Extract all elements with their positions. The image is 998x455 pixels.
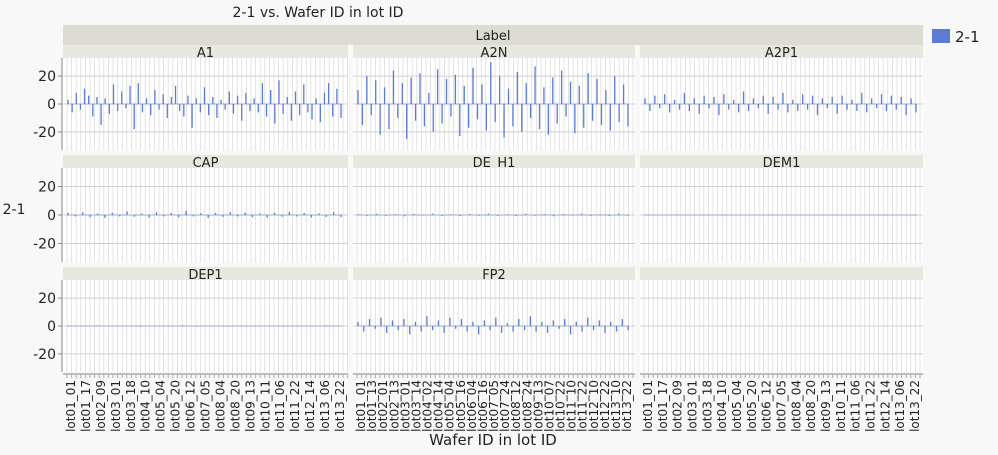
panel-header	[640, 267, 923, 280]
group-header-label: Label	[475, 29, 510, 44]
x-tick-label: lot01_01	[64, 380, 78, 432]
x-tick-label: lot03_14	[409, 380, 423, 432]
y-tick-label: -20	[33, 125, 56, 141]
x-tick-label: lot06_16	[476, 380, 490, 432]
x-tick-label: lot09_13	[243, 380, 257, 432]
x-tick-label: lot06_12	[760, 380, 774, 432]
x-tick-label: lot03_01	[398, 380, 412, 432]
x-tick-label: lot02_09	[671, 380, 685, 432]
panel-label: DE_H1	[473, 156, 516, 171]
legend-swatch	[932, 29, 950, 43]
panel-header	[640, 155, 923, 168]
x-tick-label: lot07_24	[498, 380, 512, 432]
x-tick-label: lot03_01	[686, 380, 700, 432]
panel-label: A1	[197, 46, 214, 61]
y-tick-label: 20	[38, 69, 56, 85]
x-tick-label: lot04_14	[432, 380, 446, 432]
group-header-bar	[63, 25, 923, 45]
legend-label: 2-1	[955, 28, 980, 46]
x-tick-label: lot01_01	[641, 380, 655, 432]
x-tick-label: lot13_22	[908, 380, 922, 432]
x-tick-label: lot07_05	[487, 380, 501, 432]
x-tick-label: lot11_10	[565, 380, 579, 432]
x-tick-label: lot10_11	[834, 380, 848, 432]
x-tick-label: lot11_22	[288, 380, 302, 432]
panel-label: CAP	[193, 156, 219, 171]
x-tick-label: lot03_18	[124, 380, 138, 432]
x-tick-label: lot11_06	[849, 380, 863, 432]
x-tick-label: lot05_04	[443, 380, 457, 432]
x-tick-label: lot02_13	[387, 380, 401, 432]
x-tick-label: lot02_09	[94, 380, 108, 432]
x-tick-label: lot05_04	[154, 380, 168, 432]
panel-header	[640, 45, 923, 58]
panel-header	[353, 155, 635, 168]
legend: 2-1	[932, 28, 980, 46]
panel-header	[63, 45, 348, 58]
x-tick-label: lot01_17	[79, 380, 93, 432]
x-tick-label: lot05_20	[745, 380, 759, 432]
x-tick-label: lot07_05	[199, 380, 213, 432]
y-tick-label: 0	[47, 97, 56, 113]
x-tick-label: lot02_01	[376, 380, 390, 432]
x-axis-label: Wafer ID in lot ID	[429, 431, 557, 449]
chart-title: 2-1 vs. Wafer ID in lot ID	[233, 5, 404, 21]
x-tick-label: lot06_04	[465, 380, 479, 432]
x-tick-label: lot05_16	[454, 380, 468, 432]
panel-label: DEM1	[763, 156, 801, 171]
x-tick-label: lot12_14	[303, 380, 317, 432]
x-tick-label: lot13_06	[893, 380, 907, 432]
x-tick-label: lot10_22	[554, 380, 568, 432]
y-tick-label: -20	[33, 347, 56, 363]
x-tick-label: lot09_13	[819, 380, 833, 432]
x-tick-label: lot13_06	[318, 380, 332, 432]
panel-header	[63, 155, 348, 168]
x-tick-label: lot08_20	[804, 380, 818, 432]
y-tick-label: 0	[47, 319, 56, 335]
x-tick-label: lot07_05	[775, 380, 789, 432]
x-tick-label: lot08_04	[213, 380, 227, 432]
panel-header	[353, 45, 635, 58]
x-tick-label: lot05_20	[169, 380, 183, 432]
x-tick-label: lot13_10	[609, 380, 623, 432]
y-tick-label: 20	[38, 180, 56, 196]
x-tick-label: lot08_04	[789, 380, 803, 432]
x-tick-label: lot12_10	[587, 380, 601, 432]
panel-header	[63, 267, 348, 280]
y-tick-label: 20	[38, 291, 56, 307]
x-tick-label: lot01_13	[365, 380, 379, 432]
panel-header	[353, 267, 635, 280]
x-tick-label: lot13_22	[333, 380, 347, 432]
x-tick-label: lot01_01	[354, 380, 368, 432]
x-tick-label: lot06_12	[184, 380, 198, 432]
panel-label: FP2	[482, 268, 506, 283]
y-axis-label: 2-1	[3, 202, 26, 218]
x-tick-label: lot09_13	[531, 380, 545, 432]
y-tick-label: -20	[33, 236, 56, 252]
panel-label: A2N	[481, 46, 508, 61]
x-tick-label: lot10_11	[258, 380, 272, 432]
x-tick-label: lot10_07	[542, 380, 556, 432]
panel-label: A2P1	[765, 46, 798, 61]
panel-label: DEP1	[188, 268, 222, 283]
y-tick-label: 0	[47, 208, 56, 224]
x-tick-label: lot11_22	[864, 380, 878, 432]
x-tick-label: lot04_10	[715, 380, 729, 432]
x-tick-label: lot08_12	[509, 380, 523, 432]
x-tick-label: lot04_02	[421, 380, 435, 432]
x-tick-label: lot11_22	[576, 380, 590, 432]
x-tick-label: lot03_01	[109, 380, 123, 432]
x-tick-label: lot11_06	[273, 380, 287, 432]
x-tick-label: lot12_22	[598, 380, 612, 432]
x-tick-label: lot01_17	[656, 380, 670, 432]
x-tick-label: lot05_04	[730, 380, 744, 432]
x-tick-label: lot03_18	[700, 380, 714, 432]
x-tick-label: lot12_14	[878, 380, 892, 432]
x-tick-label: lot04_10	[139, 380, 153, 432]
x-tick-label: lot08_24	[520, 380, 534, 432]
x-tick-label: lot08_20	[228, 380, 242, 432]
x-tick-label: lot13_22	[620, 380, 634, 432]
